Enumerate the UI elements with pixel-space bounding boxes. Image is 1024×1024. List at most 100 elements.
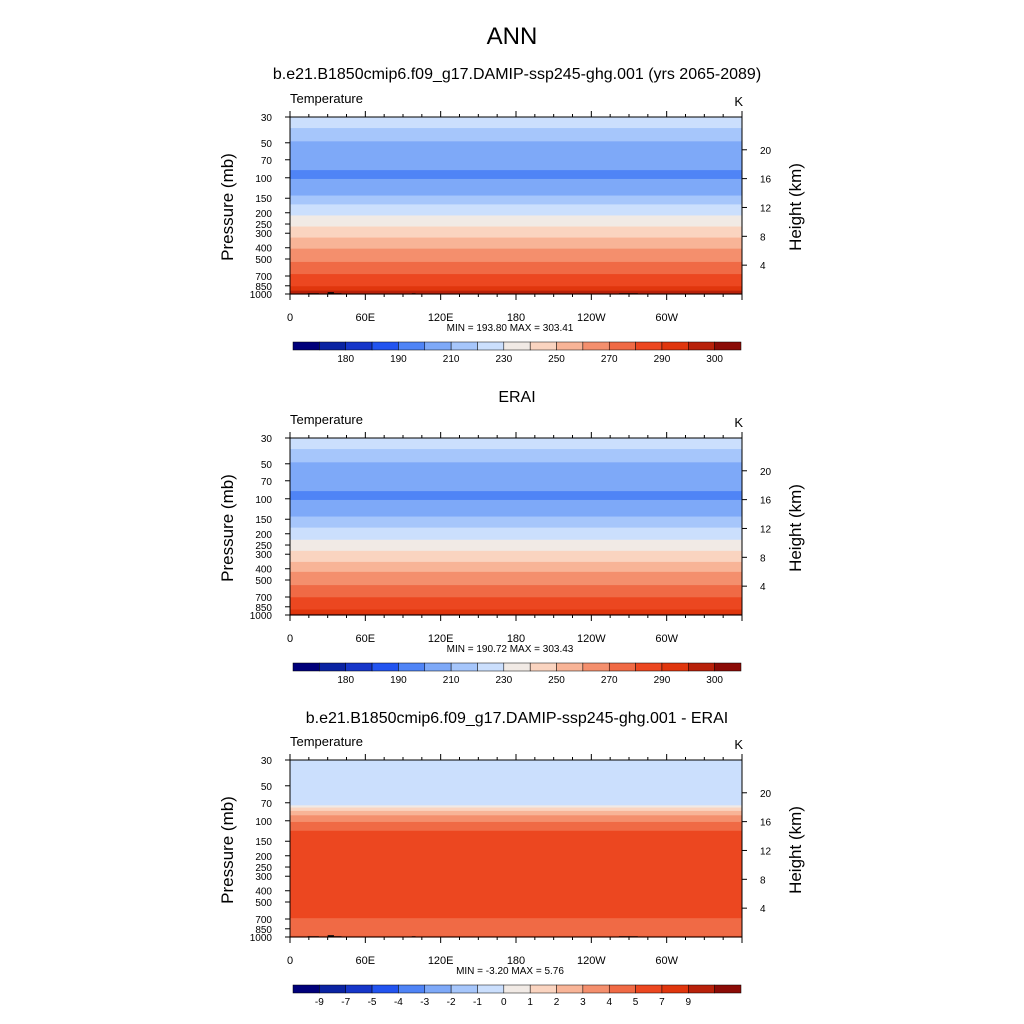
colorbar-swatch xyxy=(371,662,399,672)
contour-band xyxy=(290,760,742,806)
colorbar-label: 250 xyxy=(548,675,565,686)
y-tick-label: 400 xyxy=(255,244,272,255)
y-tick-label: 100 xyxy=(255,817,272,828)
colorbar-swatch xyxy=(503,984,531,994)
colorbar: 180 190 210 230 250 270 290 300 xyxy=(292,341,742,365)
colorbar-label: 180 xyxy=(337,354,354,365)
colorbar-label: -1 xyxy=(473,997,482,1008)
contour-band xyxy=(290,561,742,573)
y-tick-label: 1000 xyxy=(250,611,273,622)
x-tick-label: 0 xyxy=(287,955,293,967)
contour-band xyxy=(290,821,742,832)
contour-band xyxy=(290,449,742,463)
contour-band xyxy=(290,815,742,823)
right-string: K xyxy=(734,737,743,752)
left-string: Temperature xyxy=(290,734,363,749)
right-tick-label: 12 xyxy=(760,203,772,214)
contour-band xyxy=(290,830,742,919)
right-tick-label: 16 xyxy=(760,175,772,186)
colorbar-label: 9 xyxy=(686,997,692,1008)
x-tick-label: 60W xyxy=(655,633,678,645)
contour-band xyxy=(290,807,742,812)
y-tick-label: 250 xyxy=(255,863,272,874)
colorbar-label: 230 xyxy=(495,354,512,365)
right-tick-label: 8 xyxy=(760,232,766,243)
y-tick-label: 30 xyxy=(261,434,273,445)
contour-band xyxy=(290,499,742,518)
colorbar-swatch xyxy=(450,984,478,994)
contour-band xyxy=(290,215,742,228)
colorbar-label: 300 xyxy=(706,675,723,686)
colorbar-swatch xyxy=(424,662,452,672)
colorbar-label: -3 xyxy=(420,997,429,1008)
colorbar: 180 190 210 230 250 270 290 300 xyxy=(292,662,742,686)
x-tick-label: 60E xyxy=(356,633,376,645)
colorbar-swatch xyxy=(556,984,584,994)
y-tick-label: 100 xyxy=(255,174,272,185)
y-tick-label: 50 xyxy=(261,782,273,793)
colorbar-label: 190 xyxy=(390,354,407,365)
y-tick-label: 150 xyxy=(255,194,272,205)
colorbar-swatch xyxy=(714,341,742,351)
right-tick-label: 4 xyxy=(760,904,766,915)
colorbar-swatch xyxy=(661,662,689,672)
contour-band xyxy=(290,438,742,450)
right-tick-label: 16 xyxy=(760,496,772,507)
y-tick-label: 850 xyxy=(255,282,272,293)
colorbar-swatch xyxy=(608,341,636,351)
terrain-block xyxy=(327,292,334,294)
colorbar-swatch xyxy=(398,662,426,672)
y-tick-label: 30 xyxy=(261,756,273,767)
colorbar-label: -7 xyxy=(341,997,350,1008)
x-tick-label: 60W xyxy=(655,955,678,967)
panel-title: ERAI xyxy=(498,389,535,406)
right-tick-label: 20 xyxy=(760,146,772,157)
colorbar-swatch xyxy=(292,341,320,351)
contour-band xyxy=(290,491,742,501)
x-tick-label: 0 xyxy=(287,312,293,324)
colorbar-swatch xyxy=(688,341,715,351)
panel-difference: b.e21.B1850cmip6.f09_g17.DAMIP-ssp245-gh… xyxy=(218,710,805,1008)
colorbar-swatch xyxy=(556,662,584,672)
y-tick-label: 1000 xyxy=(250,290,273,301)
y-tick-label: 300 xyxy=(255,550,272,561)
x-tick-label: 60W xyxy=(655,312,678,324)
y-tick-label: 50 xyxy=(261,139,273,150)
y-tick-label: 700 xyxy=(255,272,272,283)
colorbar-swatch xyxy=(661,341,689,351)
y-tick-label: 850 xyxy=(255,603,272,614)
colorbar-swatch xyxy=(529,341,557,351)
y-axis-label-right: Height (km) xyxy=(786,484,805,572)
colorbar-label: -4 xyxy=(394,997,403,1008)
terrain-block xyxy=(327,935,334,937)
colorbar-swatch xyxy=(371,984,399,994)
stats-label: MIN = -3.20 MAX = 5.76 xyxy=(456,966,564,977)
colorbar-swatch xyxy=(477,662,505,672)
colorbar-label: 290 xyxy=(654,354,671,365)
right-tick-label: 12 xyxy=(760,846,772,857)
y-tick-label: 150 xyxy=(255,515,272,526)
colorbar-swatch xyxy=(398,341,426,351)
x-tick-label: 120E xyxy=(428,955,454,967)
panel-title: b.e21.B1850cmip6.f09_g17.DAMIP-ssp245-gh… xyxy=(273,66,761,83)
y-tick-label: 400 xyxy=(255,887,272,898)
x-tick-label: 180 xyxy=(507,955,525,967)
colorbar-swatch xyxy=(345,662,373,672)
contour-band xyxy=(290,918,742,937)
x-tick-label: 120W xyxy=(577,955,606,967)
colorbar-swatch xyxy=(635,341,663,351)
y-tick-label: 850 xyxy=(255,925,272,936)
contour-band xyxy=(290,571,742,586)
colorbar-swatch xyxy=(688,662,715,672)
colorbar-label: 7 xyxy=(659,997,665,1008)
contour-band xyxy=(290,290,742,295)
contour-band xyxy=(290,274,742,287)
contour-band xyxy=(290,462,742,492)
y-tick-label: 300 xyxy=(255,229,272,240)
x-tick-label: 0 xyxy=(287,633,293,645)
y-tick-label: 1000 xyxy=(250,933,273,944)
right-string: K xyxy=(734,94,743,109)
